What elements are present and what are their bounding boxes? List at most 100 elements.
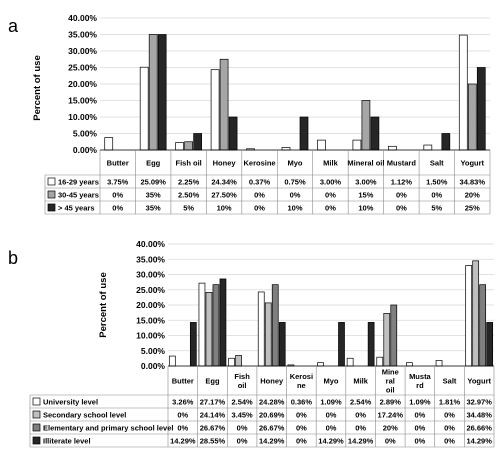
data-cell-value: 0% — [414, 411, 425, 420]
legend-key — [47, 203, 56, 212]
data-cell-value: 14.29% — [170, 437, 196, 446]
data-cell-value: 0% — [112, 191, 123, 200]
bar — [193, 133, 202, 151]
bar — [441, 133, 451, 151]
bar — [317, 139, 326, 151]
data-cell-value: 0% — [296, 424, 307, 433]
x-category-label-part: Mineral oil — [347, 159, 384, 168]
bar — [423, 144, 433, 151]
legend-key — [32, 423, 41, 432]
bar — [212, 284, 220, 367]
data-cell-value: 25.09% — [140, 178, 166, 187]
data-cell-value: 0% — [431, 191, 442, 200]
chart-panel-b: b 0.00% 5.00% 10.00% 15.00% 20.00% 25.00% 30.00… — [8, 239, 495, 448]
data-cell-value: 1.09% — [409, 398, 431, 407]
bar — [168, 355, 176, 367]
y-tick-label: 35.00% — [68, 30, 97, 40]
x-category-label: Milk — [353, 377, 368, 386]
x-category-label: Mineral oil — [347, 159, 384, 168]
x-category-label-part: Salt — [443, 377, 457, 386]
data-cell-value: 34.48% — [466, 411, 492, 420]
x-category-label: Kerosine — [243, 159, 275, 168]
data-cell-value: 28.55% — [200, 437, 226, 446]
x-category-label-part: ral — [386, 377, 395, 386]
bar — [189, 322, 197, 367]
data-cell-value: 0% — [296, 437, 307, 446]
x-category-label: Mustard — [387, 159, 417, 168]
x-category-label-part: Myo — [288, 159, 303, 168]
data-cell-value: 35% — [146, 204, 161, 213]
bar — [435, 360, 443, 367]
bar — [228, 116, 238, 151]
bar — [370, 116, 380, 151]
y-tick-label: 35.00% — [136, 254, 165, 264]
x-category-label: Butter — [107, 159, 129, 168]
x-category-label-part: Kerosi — [290, 372, 313, 381]
y-tick-label: 15.00% — [68, 96, 97, 106]
y-tick-label: 25.00% — [68, 63, 97, 73]
bar — [388, 145, 397, 151]
y-tick-label: 40.00% — [136, 239, 165, 249]
x-category-label: Myo — [288, 159, 303, 168]
data-cell-value: 3.75% — [107, 178, 129, 187]
data-cell-value: 0% — [444, 411, 455, 420]
data-cell-value: 0% — [396, 204, 407, 213]
legend-series-name: University level — [43, 398, 98, 407]
x-category-label: Myo — [324, 377, 339, 386]
bar — [338, 322, 345, 367]
data-cell-value: 1.09% — [320, 398, 342, 407]
x-category-label: Fish oil — [234, 372, 250, 390]
bar — [479, 284, 487, 367]
x-category-label-part: Butter — [107, 159, 129, 168]
data-cell-value: 34.83% — [460, 178, 486, 187]
data-cell-value: 2.89% — [380, 398, 402, 407]
bar — [346, 357, 354, 367]
data-cell-value: 1.81% — [439, 398, 461, 407]
bar — [278, 322, 286, 367]
x-category-label-part: rd — [416, 381, 424, 390]
bar — [157, 34, 167, 151]
data-cell-value: 0% — [112, 204, 123, 213]
data-cell-value: 1.50% — [426, 178, 448, 187]
x-category-label-part: Milk — [323, 159, 338, 168]
data-cell-value: 0% — [325, 204, 336, 213]
data-cell-value: 3.45% — [231, 411, 253, 420]
x-category-label: Salt — [430, 159, 444, 168]
bar — [210, 69, 220, 151]
bar — [458, 34, 468, 151]
x-category-label: Fish oil — [176, 159, 202, 168]
legend-key — [32, 397, 41, 406]
data-cell-value: 0% — [355, 424, 366, 433]
data-cell-value: 0% — [355, 411, 366, 420]
data-cell-value: 14.29% — [348, 437, 374, 446]
panel-letter: a — [8, 16, 19, 36]
bar — [219, 58, 229, 151]
panel-letter: b — [8, 248, 18, 268]
y-tick-label: 30.00% — [136, 270, 165, 280]
data-cell-value: 26.66% — [466, 424, 492, 433]
data-cell-value: 0% — [326, 411, 337, 420]
y-axis-label: Percent of use — [98, 272, 109, 337]
legend-series-name: Illiterate level — [43, 437, 91, 446]
data-cell-value: 24.14% — [200, 411, 226, 420]
data-cell-value: 27.17% — [200, 398, 226, 407]
legend-series-name: > 45 years — [58, 204, 95, 213]
data-cell-value: 2.54% — [231, 398, 253, 407]
data-cell-value: 2.50% — [178, 191, 200, 200]
bar — [383, 313, 391, 367]
y-tick-label: 10.00% — [136, 331, 165, 341]
bar — [175, 142, 184, 151]
data-cell-value: 14.29% — [466, 437, 492, 446]
data-cell-value: 0% — [237, 437, 248, 446]
data-cell-value: 20% — [465, 191, 480, 200]
data-cell-value: 24.34% — [211, 178, 237, 187]
bar — [205, 292, 213, 367]
data-cell-value: 0% — [414, 424, 425, 433]
data-cell-value: 5% — [431, 204, 442, 213]
x-category-label-part: Mine — [382, 368, 399, 377]
data-cell-value: 0% — [177, 424, 188, 433]
bar — [148, 34, 158, 151]
x-category-label: Yogurt — [467, 377, 491, 386]
